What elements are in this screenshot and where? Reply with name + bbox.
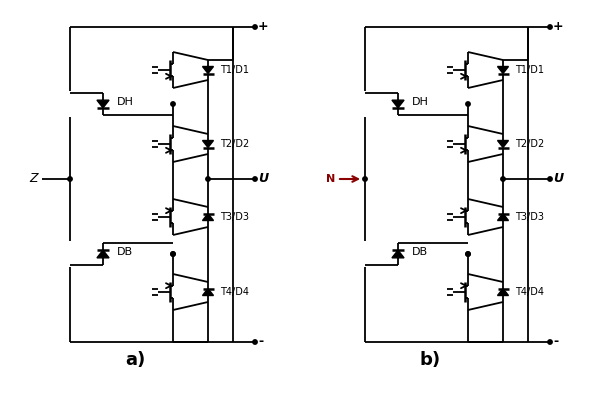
Text: T2/D2: T2/D2 — [515, 139, 544, 149]
Circle shape — [548, 177, 552, 181]
Polygon shape — [203, 140, 214, 148]
Circle shape — [171, 102, 175, 106]
Text: a): a) — [125, 351, 145, 369]
Text: +: + — [553, 20, 563, 34]
Text: T3/D3: T3/D3 — [220, 212, 249, 222]
Text: T1/D1: T1/D1 — [515, 65, 544, 75]
Circle shape — [466, 252, 470, 256]
Circle shape — [68, 177, 72, 181]
Text: DB: DB — [117, 247, 133, 257]
Polygon shape — [203, 288, 214, 296]
Circle shape — [548, 25, 552, 29]
Circle shape — [253, 177, 257, 181]
Text: U: U — [553, 172, 563, 186]
Circle shape — [253, 25, 257, 29]
Text: T3/D3: T3/D3 — [515, 212, 544, 222]
Polygon shape — [497, 140, 509, 148]
Circle shape — [466, 252, 470, 256]
Text: U: U — [258, 172, 268, 186]
Circle shape — [548, 340, 552, 344]
Circle shape — [466, 102, 470, 106]
Polygon shape — [203, 66, 214, 74]
Circle shape — [363, 177, 367, 181]
Circle shape — [206, 177, 210, 181]
Text: +: + — [258, 20, 269, 34]
Text: T1/D1: T1/D1 — [220, 65, 249, 75]
Polygon shape — [392, 100, 404, 108]
Text: T4/D4: T4/D4 — [220, 287, 249, 297]
Polygon shape — [497, 214, 509, 220]
Circle shape — [501, 177, 505, 181]
Text: T4/D4: T4/D4 — [515, 287, 544, 297]
Text: b): b) — [419, 351, 440, 369]
Text: DH: DH — [412, 97, 429, 107]
Text: -: - — [258, 336, 263, 348]
Text: N: N — [326, 174, 335, 184]
Circle shape — [171, 252, 175, 256]
Circle shape — [171, 252, 175, 256]
Polygon shape — [97, 250, 109, 258]
Text: DB: DB — [412, 247, 428, 257]
Polygon shape — [203, 214, 214, 220]
Polygon shape — [97, 100, 109, 108]
Text: Z: Z — [29, 172, 38, 186]
Text: -: - — [553, 336, 558, 348]
Polygon shape — [497, 288, 509, 296]
Text: T2/D2: T2/D2 — [220, 139, 249, 149]
Polygon shape — [392, 250, 404, 258]
Text: DH: DH — [117, 97, 134, 107]
Circle shape — [253, 340, 257, 344]
Polygon shape — [497, 66, 509, 74]
